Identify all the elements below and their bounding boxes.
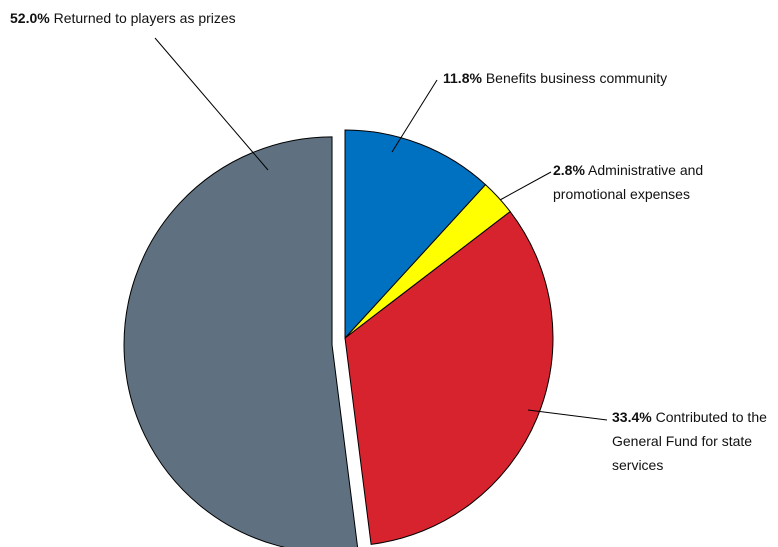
value-label: 2.8%: [553, 162, 585, 178]
value-label: 11.8%: [443, 70, 482, 86]
leader-line: [527, 409, 608, 421]
leader-line: [499, 171, 552, 201]
category-label: Contributed to the General Fund for stat…: [612, 409, 767, 473]
slice-label: 2.8% Administrative and promotional expe…: [553, 158, 753, 206]
category-label: Benefits business community: [485, 70, 668, 86]
leader-line: [391, 79, 438, 153]
category-label: Returned to players as prizes: [53, 10, 236, 26]
slice-label: 52.0% Returned to players as prizes: [10, 6, 340, 30]
category-label: Administrative and promotional expenses: [553, 162, 704, 202]
leader-line: [154, 37, 269, 171]
pie-slice: [123, 136, 359, 547]
value-label: 33.4%: [612, 409, 652, 425]
slice-label: 33.4% Contributed to the General Fund fo…: [612, 405, 772, 477]
pie-slice: [344, 210, 554, 545]
value-label: 52.0%: [10, 10, 50, 26]
pie-slice: [344, 129, 487, 340]
slice-label: 11.8% Benefits business community: [443, 66, 743, 90]
